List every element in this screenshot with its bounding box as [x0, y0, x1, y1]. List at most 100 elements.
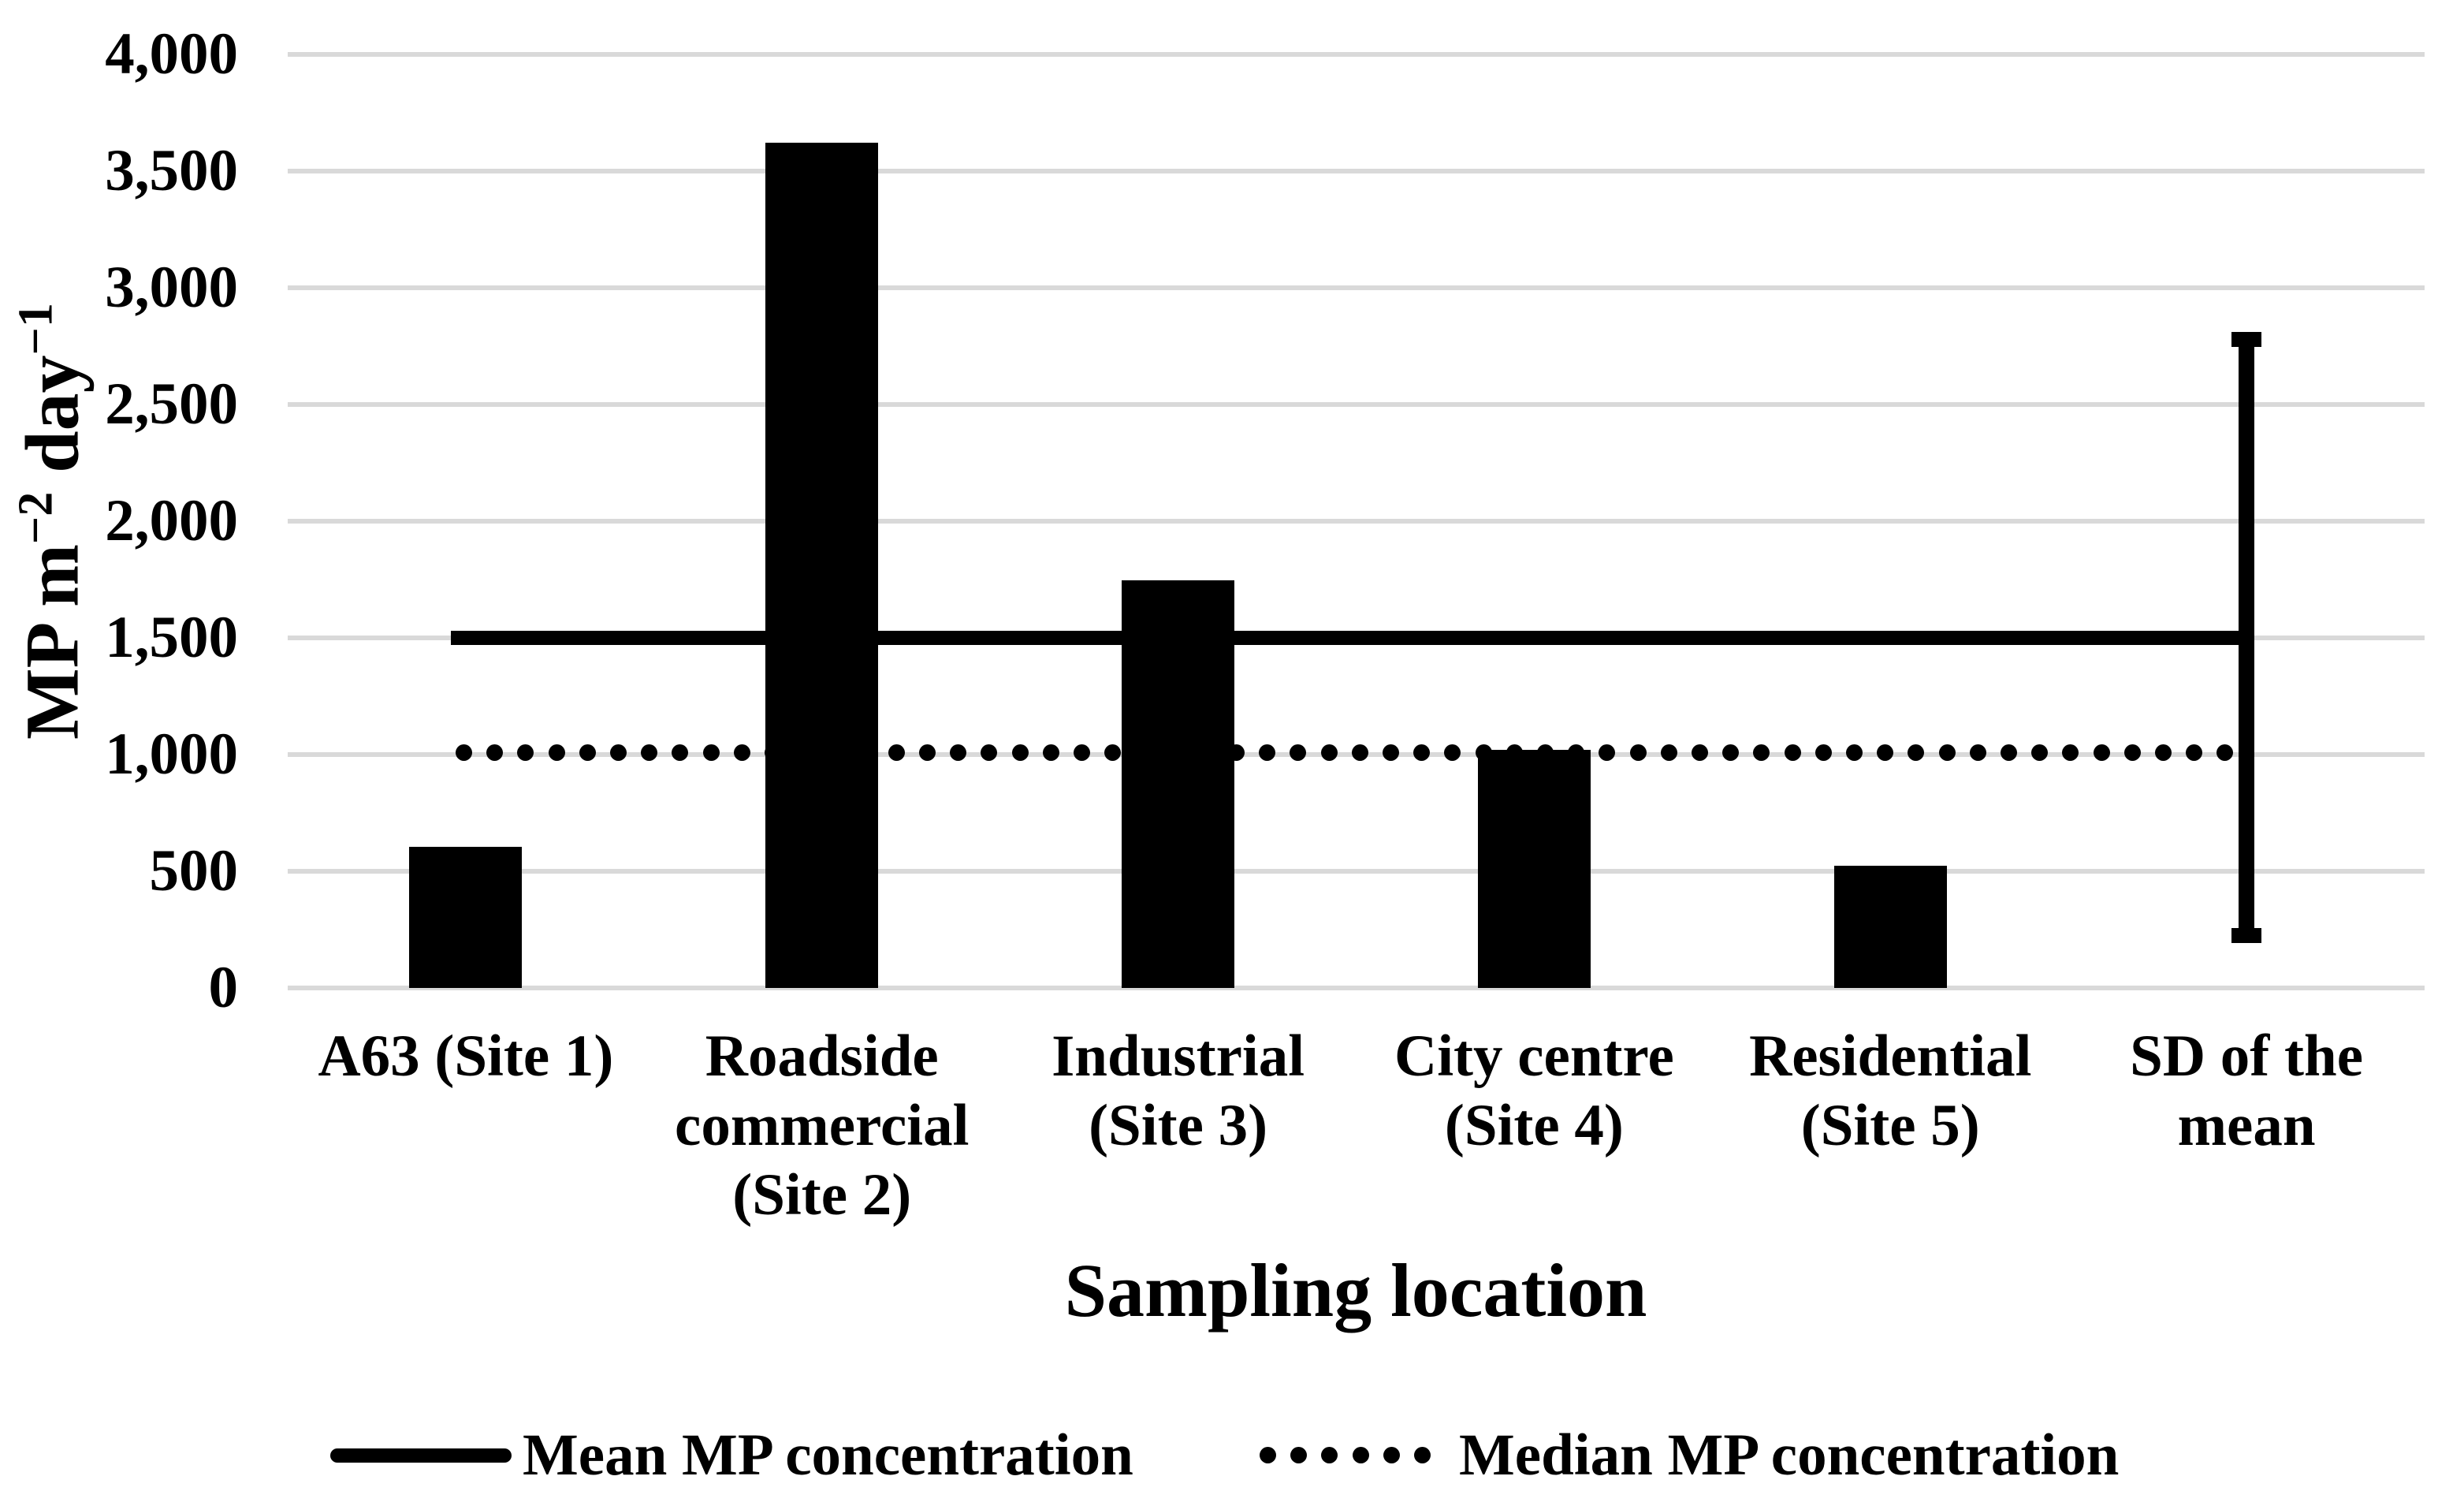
y-tick-label-2500: 2,500 — [105, 371, 238, 437]
legend-median-dot — [1383, 1447, 1400, 1463]
median-dot — [950, 744, 967, 761]
x-axis-title: Sampling location — [1064, 1248, 1647, 1333]
sd-whisker-top-cap — [2231, 331, 2262, 347]
median-dot — [1197, 744, 1214, 761]
median-dot — [1444, 744, 1461, 761]
median-dot — [1228, 744, 1245, 761]
median-dot — [981, 744, 998, 761]
y-tick-label-0: 0 — [208, 955, 239, 1020]
median-dot — [702, 744, 720, 761]
median-dot — [456, 744, 472, 761]
legend-median-dot — [1290, 1447, 1308, 1463]
y-tick-label-500: 500 — [149, 838, 239, 904]
median-dot — [1104, 744, 1122, 761]
median-dot — [765, 744, 781, 761]
median-dot — [641, 744, 658, 761]
legend-median-dot — [1414, 1447, 1431, 1463]
median-dot — [548, 744, 565, 761]
y-axis-title-superscript-1: −2 — [9, 491, 63, 545]
legend-median-dot — [1352, 1447, 1369, 1463]
y-tick-label-1500: 1,500 — [105, 605, 238, 670]
median-dot — [826, 744, 843, 761]
y-tick-label-3500: 3,500 — [105, 138, 238, 203]
bar-a63-site-1 — [409, 846, 523, 988]
median-dot — [2123, 744, 2141, 761]
bar-industrial-site-3 — [1122, 580, 1235, 988]
gridline-4000 — [288, 52, 2425, 57]
mean-line — [451, 631, 2246, 645]
gridline-2500 — [288, 402, 2425, 407]
x-label-industrial-site-3: Industrial (Site 3) — [1051, 1023, 1305, 1158]
y-tick-label-4000: 4,000 — [105, 21, 238, 87]
median-dot — [1908, 744, 1925, 761]
median-dot — [1969, 744, 1986, 761]
median-dot — [857, 744, 874, 761]
median-dot — [795, 744, 813, 761]
median-dot — [919, 744, 936, 761]
y-tick-label-3000: 3,000 — [105, 255, 238, 320]
y-tick-label-2000: 2,000 — [105, 488, 238, 554]
median-dot — [2155, 744, 2172, 761]
median-dot — [1660, 744, 1677, 761]
median-dot — [1877, 744, 1894, 761]
median-dot — [1938, 744, 1956, 761]
median-dot — [1475, 744, 1492, 761]
median-dot — [2062, 744, 2079, 761]
gridline-2000 — [288, 519, 2425, 524]
median-dot — [2031, 744, 2049, 761]
median-dot — [1290, 744, 1307, 761]
bar-residential-site-5 — [1833, 865, 1947, 988]
median-dot — [733, 744, 750, 761]
x-label-residential-site-5: Residential (Site 5) — [1749, 1023, 2032, 1158]
median-dot — [610, 744, 627, 761]
median-dot — [1351, 744, 1368, 761]
legend-median-dot — [1321, 1447, 1338, 1463]
median-dot — [1722, 744, 1740, 761]
sd-whisker-bottom-cap — [2231, 927, 2262, 943]
x-label-a63-site-1: A63 (Site 1) — [318, 1023, 614, 1089]
median-dot — [1413, 744, 1431, 761]
median-dot — [672, 744, 689, 761]
median-dot — [1784, 744, 1801, 761]
median-dot — [1259, 744, 1276, 761]
gridline-3500 — [288, 169, 2425, 173]
bar-roadside-commercial-site-2 — [765, 143, 879, 988]
median-dot — [1011, 744, 1029, 761]
median-dot — [2001, 744, 2017, 761]
bar-city-centre-site-4 — [1477, 750, 1591, 988]
median-dot — [1568, 744, 1585, 761]
y-tick-label-1000: 1,000 — [105, 721, 238, 787]
median-dot — [1320, 744, 1338, 761]
median-dot — [517, 744, 534, 761]
y-axis-title-superscript-2: −1 — [9, 303, 63, 356]
median-dot — [1383, 744, 1399, 761]
legend-mean-solid-line-swatch — [330, 1448, 512, 1463]
median-dot — [1135, 744, 1152, 761]
legend-median-label: Median MP concentration — [1459, 1422, 2120, 1488]
median-dot — [2186, 744, 2203, 761]
median-dot — [1166, 744, 1183, 761]
median-dot — [888, 744, 905, 761]
median-dot — [1537, 744, 1554, 761]
x-label-city-centre-site-4: City centre (Site 4) — [1394, 1023, 1674, 1158]
median-dot — [1815, 744, 1832, 761]
median-dot — [1846, 744, 1863, 761]
y-axis-title-part-2: day — [9, 355, 95, 492]
median-dot — [2216, 744, 2234, 761]
x-label-sd-of-the-mean: SD of the mean — [2130, 1023, 2363, 1158]
median-dot — [1629, 744, 1647, 761]
median-dot — [1753, 744, 1770, 761]
x-label-roadside-commercial-site-2: Roadside commercial (Site 2) — [675, 1023, 970, 1228]
median-dot — [486, 744, 504, 761]
legend-mean-label: Mean MP concentration — [523, 1422, 1133, 1488]
median-dot — [579, 744, 596, 761]
y-axis-title: MP m−2 day−1 — [9, 303, 96, 740]
gridline-500 — [288, 869, 2425, 874]
median-dot — [1599, 744, 1616, 761]
gridline-3000 — [288, 285, 2425, 290]
median-dot — [2093, 744, 2110, 761]
median-dot — [1074, 744, 1090, 761]
sd-whisker-line — [2239, 339, 2255, 936]
y-axis-title-part-1: MP m — [9, 544, 95, 740]
